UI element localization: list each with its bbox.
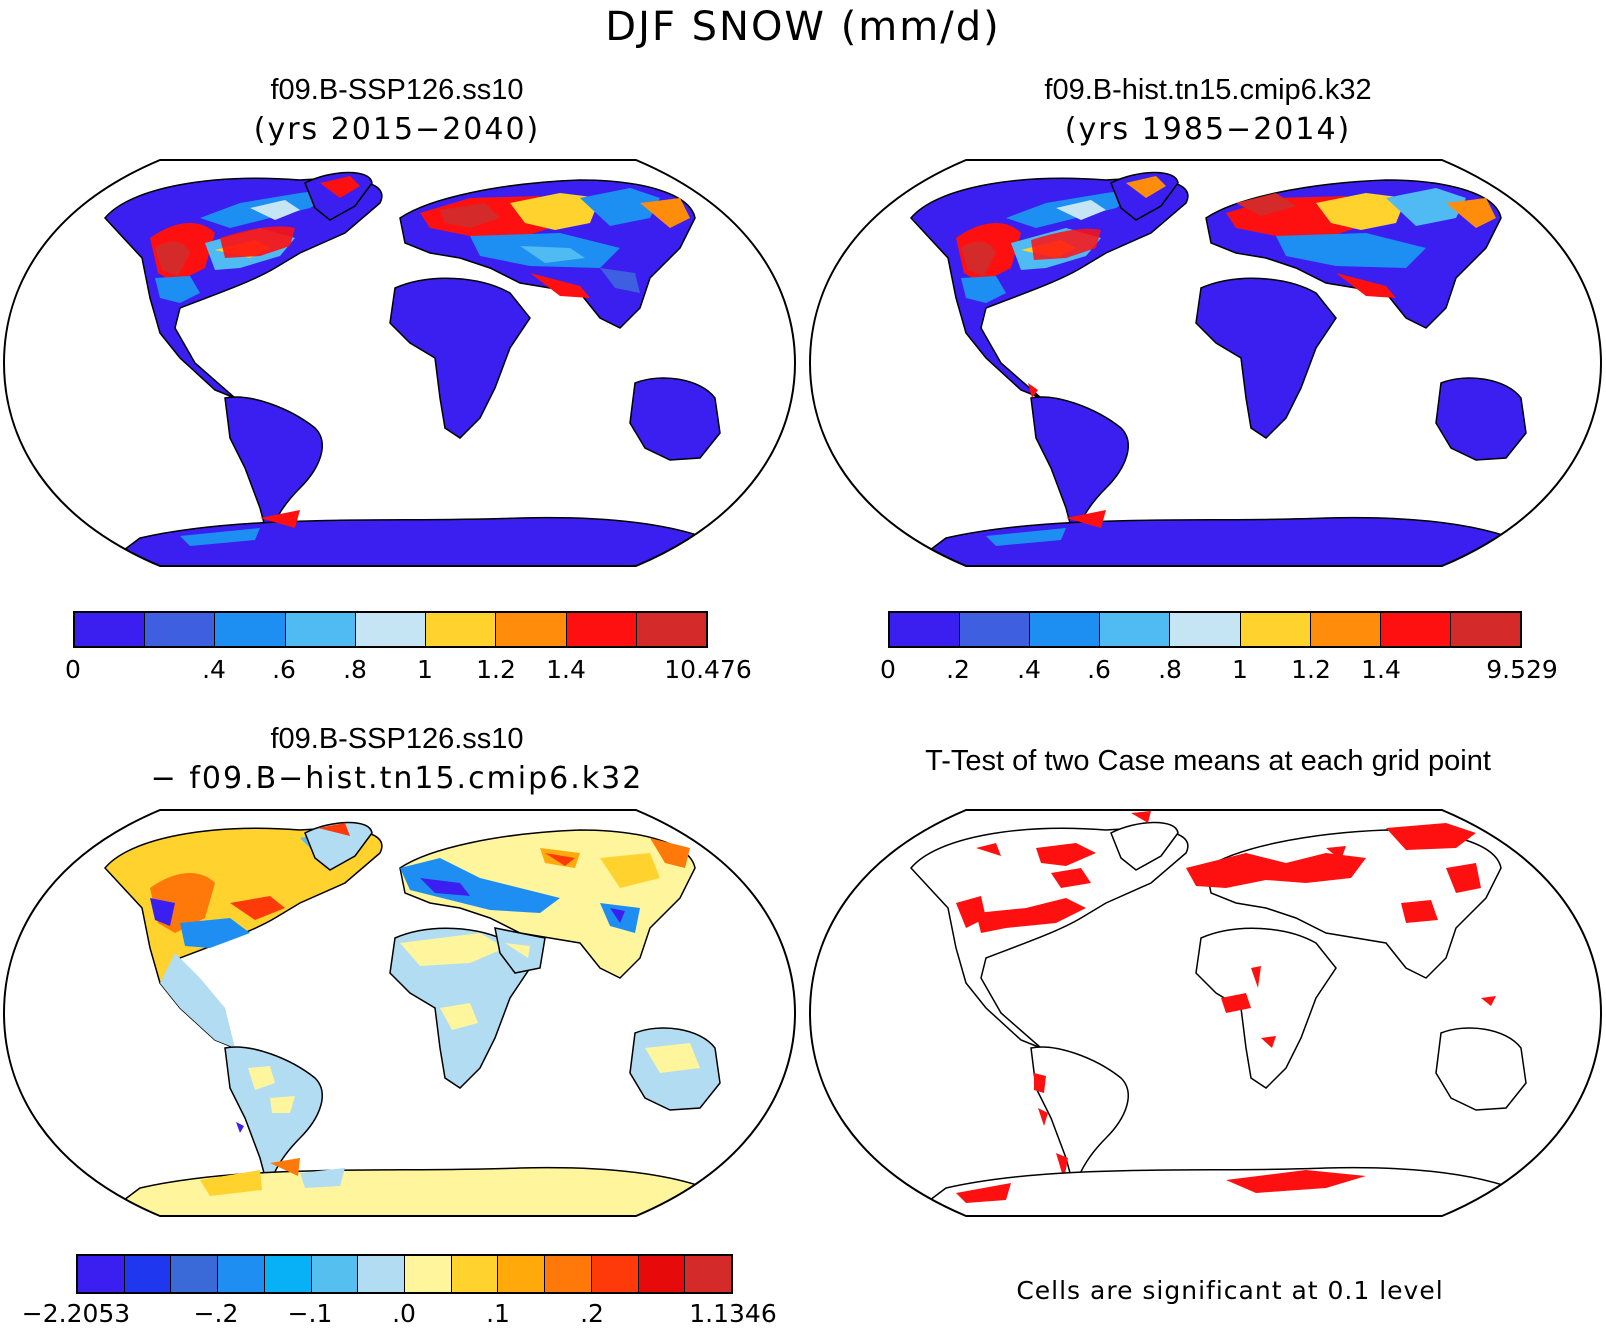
colorbar-label: 10.476 [664,655,752,684]
greenland [1110,821,1179,871]
colorbar-label: .8 [343,655,367,684]
panel-subtitle-ssp126: (yrs 2015−2040) [253,112,541,147]
map-ssp126 [2,159,797,567]
panel-subtitle-hist: (yrs 1985−2014) [1064,112,1352,147]
colorbar-label: −2.2053 [21,1299,131,1328]
colorbar-label: −.1 [287,1299,333,1328]
colorbar-label: 1.2 [1291,655,1331,684]
colorbar-label: 9.529 [1486,655,1558,684]
colorbar-label: 1 [417,655,433,684]
australia [1435,1027,1527,1111]
colorbar-label: .4 [202,655,226,684]
colorbar-difference [76,1254,733,1294]
greenland [304,821,373,871]
south-america [224,1046,323,1191]
colorbar-label: 1.2 [476,655,516,684]
panel-title-hist: f09.B-hist.tn15.cmip6.k32 [1044,74,1372,106]
colorbar-label: .4 [1017,655,1041,684]
colorbar-label: 1.4 [1361,655,1401,684]
colorbar-label: −.2 [193,1299,239,1328]
africa [389,277,531,439]
colorbar-label: 1.4 [546,655,586,684]
colorbar-label: .1 [486,1299,510,1328]
figure-title: DJF SNOW (mm/d) [605,4,1001,50]
panel-title-diff: f09.B-SSP126.ss10 [270,723,524,755]
panel-subtitle-diff: − f09.B−hist.tn15.cmip6.k32 [150,761,644,796]
australia [629,377,721,461]
map-difference [2,809,797,1217]
africa [1195,277,1337,439]
panel-title-ttest: T-Test of two Case means at each grid po… [925,745,1491,777]
map-ttest [808,809,1603,1217]
north-america [910,827,1189,1049]
antarctica [903,1166,1507,1216]
colorbar-ssp126 [73,611,708,648]
colorbar-label: 0 [880,655,896,684]
colorbar-label: .6 [1087,655,1111,684]
africa [1195,927,1337,1089]
colorbar-label: 1 [1232,655,1248,684]
significance-note: Cells are significant at 0.1 level [1016,1276,1444,1305]
colorbar-label: .6 [272,655,296,684]
colorbar-label: .2 [946,655,970,684]
colorbar-label: 1.1346 [689,1299,777,1328]
colorbar-label: .8 [1158,655,1182,684]
colorbar-label: .0 [392,1299,416,1328]
australia [1435,377,1527,461]
antarctica [97,1166,701,1216]
colorbar-label: .2 [580,1299,604,1328]
map-hist [808,159,1603,567]
colorbar-hist [888,611,1522,648]
panel-title-ssp126: f09.B-SSP126.ss10 [270,74,524,106]
colorbar-label: 0 [65,655,81,684]
